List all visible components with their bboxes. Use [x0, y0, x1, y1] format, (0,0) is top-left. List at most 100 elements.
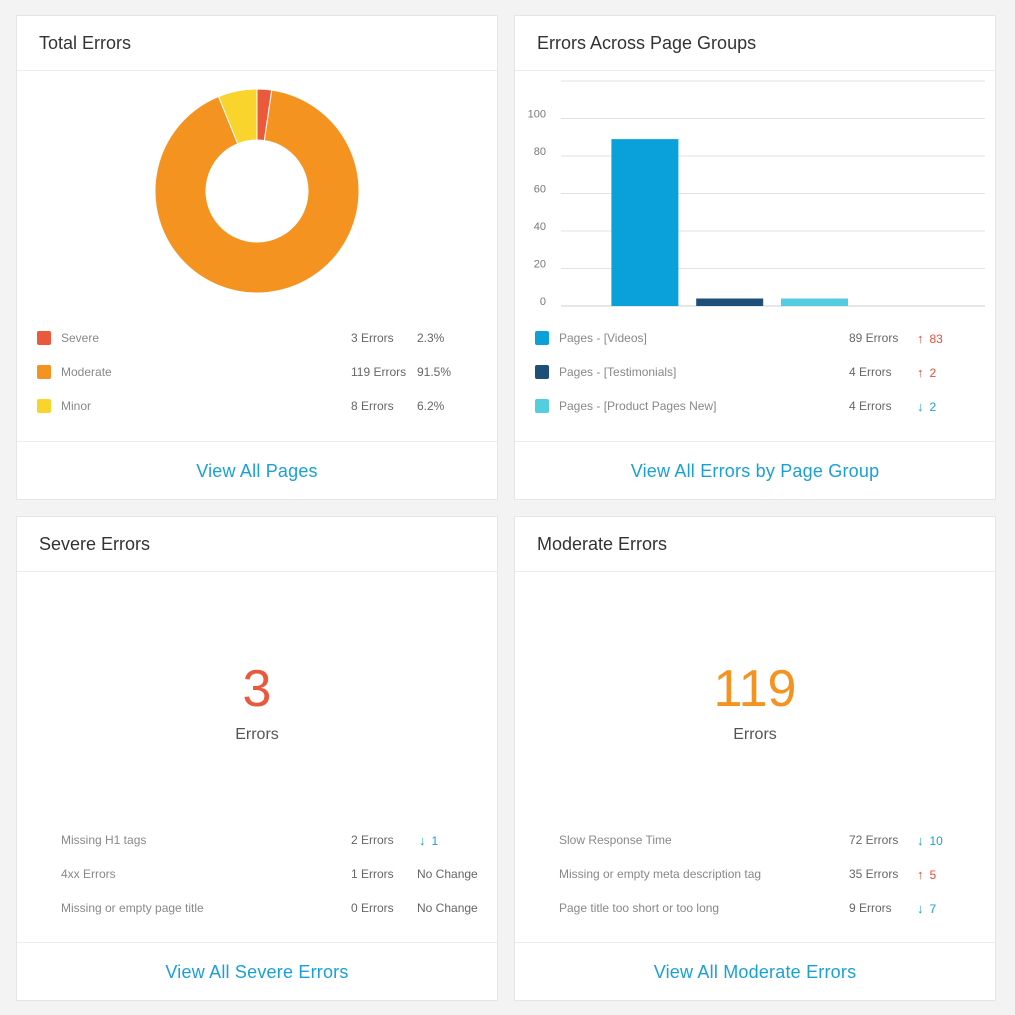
trend-indicator: ↑ 5 [917, 867, 936, 882]
view-all-pages-link[interactable]: View All Pages [196, 461, 318, 481]
trend-indicator: ↓ 2 [917, 399, 936, 414]
error-count: 72 Errors [849, 833, 899, 847]
legend-row-moderate: Moderate 119 Errors 91.5% [17, 364, 497, 384]
breakdown-row: 4xx Errors 1 Errors No Change [17, 866, 497, 886]
arrow-up-icon: ↑ [917, 365, 924, 380]
error-type: Page title too short or too long [559, 901, 720, 915]
card-header: Errors Across Page Groups [515, 16, 995, 71]
severe-count: 3 [242, 660, 272, 718]
error-count: 0 Errors [351, 901, 394, 915]
trend-value: No Change [417, 901, 478, 915]
total-errors-card: Total Errors Severe 3 Errors 2.3% Modera… [16, 15, 498, 500]
breakdown-row: Slow Response Time 72 Errors ↓ 10 [515, 832, 995, 852]
legend-row-testimonials: Pages - [Testimonials] 4 Errors ↑ 2 [515, 364, 995, 384]
error-count: 35 Errors [849, 867, 899, 881]
card-title: Severe Errors [39, 534, 151, 554]
legend-row-severe: Severe 3 Errors 2.3% [17, 330, 497, 350]
severe-errors-card: Severe Errors 3 Errors Missing H1 tags 2… [16, 516, 498, 1001]
legend-label: Pages - [Videos] [559, 331, 647, 345]
breakdown-row: Page title too short or too long 9 Error… [515, 900, 995, 920]
legend-percent: 2.3% [417, 331, 445, 345]
arrow-down-icon: ↓ [917, 399, 924, 414]
view-all-errors-by-page-group-link[interactable]: View All Errors by Page Group [630, 461, 880, 481]
arrow-down-icon: ↓ [917, 833, 924, 848]
legend-count: 89 Errors [849, 331, 899, 345]
bar-0 [611, 139, 679, 306]
y-tick-label: 80 [534, 146, 546, 158]
bar-chart: 0 20 40 60 80 100 [528, 80, 985, 308]
donut-slice-moderate [154, 89, 360, 294]
moderate-errors-card: Moderate Errors 119 Errors Slow Response… [514, 516, 996, 1001]
legend-swatch [535, 399, 549, 413]
legend-row-minor: Minor 8 Errors 6.2% [17, 398, 497, 418]
bar-2 [781, 298, 848, 306]
trend-indicator: ↓ 1 [419, 833, 438, 848]
donut-chart [154, 88, 360, 294]
arrow-down-icon: ↓ [419, 833, 426, 848]
legend-percent: 91.5% [417, 365, 452, 379]
legend-row-product-pages: Pages - [Product Pages New] 4 Errors ↓ 2 [515, 398, 995, 418]
legend-label: Pages - [Testimonials] [559, 365, 677, 379]
error-type: 4xx Errors [61, 867, 116, 881]
trend-value: 7 [929, 902, 937, 916]
bar-1 [696, 298, 764, 306]
trend-value: 1 [431, 834, 439, 848]
error-type: Missing or empty page title [61, 901, 204, 915]
error-count: 1 Errors [351, 867, 394, 881]
legend-count: 4 Errors [849, 399, 892, 413]
card-title: Errors Across Page Groups [537, 33, 757, 53]
y-tick-label: 40 [534, 221, 546, 233]
card-footer: View All Moderate Errors [515, 942, 995, 1000]
legend-row-videos: Pages - [Videos] 89 Errors ↑ 83 [515, 330, 995, 350]
legend-label: Moderate [61, 365, 112, 379]
legend-swatch [37, 365, 51, 379]
trend-value: 83 [929, 332, 943, 346]
moderate-count: 119 [713, 660, 797, 718]
trend-indicator: ↑ 83 [917, 331, 943, 346]
breakdown-row: Missing or empty page title 0 Errors No … [17, 900, 497, 920]
legend-label: Severe [61, 331, 100, 345]
trend-value: 5 [929, 868, 937, 882]
breakdown-row: Missing H1 tags 2 Errors ↓ 1 [17, 832, 497, 852]
legend-swatch [535, 365, 549, 379]
severe-count-label: Errors [235, 726, 279, 743]
page-groups-card: Errors Across Page Groups 0 20 40 60 80 100 P… [514, 15, 996, 500]
trend-indicator: ↓ 10 [917, 833, 943, 848]
card-footer: View All Pages [17, 441, 497, 499]
legend-count: 119 Errors [351, 365, 407, 379]
arrow-down-icon: ↓ [917, 901, 924, 916]
error-type: Slow Response Time [559, 833, 672, 847]
error-type: Missing or empty meta description tag [559, 867, 762, 881]
card-header: Moderate Errors [515, 517, 995, 572]
arrow-up-icon: ↑ [917, 867, 924, 882]
breakdown-row: Missing or empty meta description tag 35… [515, 866, 995, 886]
trend-value: 10 [929, 834, 943, 848]
y-tick-label: 0 [540, 296, 546, 308]
legend-count: 3 Errors [351, 331, 394, 345]
error-count: 2 Errors [351, 833, 394, 847]
legend-swatch [535, 331, 549, 345]
view-all-severe-errors-link[interactable]: View All Severe Errors [165, 962, 349, 982]
y-tick-label: 100 [528, 109, 546, 121]
card-title: Total Errors [39, 33, 132, 53]
view-all-moderate-errors-link[interactable]: View All Moderate Errors [653, 962, 857, 982]
trend-indicator: ↓ 7 [917, 901, 936, 916]
legend-swatch [37, 331, 51, 345]
y-tick-label: 60 [534, 184, 546, 196]
card-header: Severe Errors [17, 517, 497, 572]
card-title: Moderate Errors [537, 534, 668, 554]
trend-indicator: ↑ 2 [917, 365, 936, 380]
trend-value: 2 [929, 400, 937, 414]
trend-value: 2 [929, 366, 937, 380]
error-count: 9 Errors [849, 901, 892, 915]
legend-label: Minor [61, 399, 92, 413]
legend-count: 4 Errors [849, 365, 892, 379]
card-header: Total Errors [17, 16, 497, 71]
legend-label: Pages - [Product Pages New] [559, 399, 717, 413]
error-type: Missing H1 tags [61, 833, 147, 847]
y-tick-label: 20 [534, 259, 546, 271]
card-footer: View All Severe Errors [17, 942, 497, 1000]
legend-swatch [37, 399, 51, 413]
trend-value: No Change [417, 867, 478, 881]
donut-slice-minor [217, 88, 258, 145]
